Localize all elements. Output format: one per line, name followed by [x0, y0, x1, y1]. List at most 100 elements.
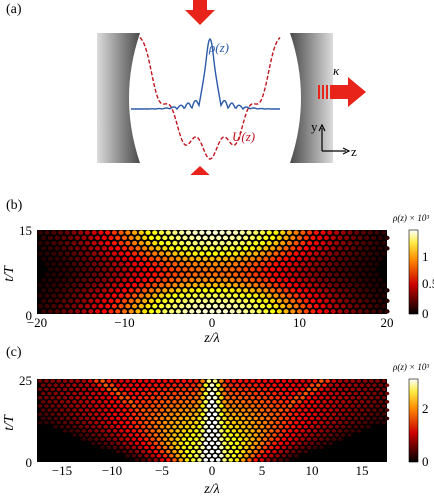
heatmap-c-spot [112, 412, 118, 417]
heatmap-c-spot [281, 404, 287, 408]
heatmap-b-spot [290, 309, 296, 314]
top-pump-arrow [185, 0, 215, 25]
heatmap-b-spot [121, 298, 128, 304]
heatmap-b-spot [276, 309, 282, 314]
heatmap-c-spot [231, 379, 237, 383]
heatmap-b-spot [229, 288, 235, 293]
heatmap-b-spot [111, 240, 118, 246]
heatmap-b-spot [94, 298, 101, 304]
heatmap-b-spot [162, 309, 168, 314]
heatmap-c-spot [115, 383, 121, 388]
heatmap-b-spot [333, 261, 340, 267]
heatmap-c-spot [381, 420, 387, 425]
heatmap-c-spot [303, 441, 309, 446]
heatmap-b-spot [105, 240, 111, 246]
heatmap-c-spot [197, 424, 202, 429]
heatmap-c-spot [222, 441, 227, 446]
heatmap-c-spot [231, 387, 237, 392]
heatmap-c-spot [125, 437, 130, 441]
heatmap-c-spot [244, 453, 249, 458]
heatmap-b-spot [152, 240, 158, 246]
heatmap-c-spot [94, 395, 99, 400]
heatmap-b-spot [195, 288, 202, 293]
heatmap-c-spot [100, 404, 105, 408]
heatmap-b-spot [115, 288, 121, 293]
heatmap-c-spot [228, 383, 234, 388]
heatmap-b-spot [320, 272, 326, 277]
heatmap-c-spot [294, 453, 299, 458]
heatmap-c-spot [262, 379, 268, 383]
heatmap-c-spot [337, 404, 343, 408]
heatmap-c-spot [144, 387, 149, 392]
heatmap-c-spot [228, 433, 234, 437]
heatmap-b-spot [101, 277, 107, 283]
heatmap-b-spot [381, 303, 387, 309]
heatmap-b-spot [47, 309, 54, 314]
heatmap-b-spot [266, 293, 272, 298]
heatmap-b-spot [135, 277, 141, 283]
heatmap-b-spot [269, 246, 276, 251]
heatmap-c-spot [59, 408, 65, 412]
heatmap-b-spot [71, 230, 77, 235]
heatmap-c-spot [165, 416, 171, 421]
heatmap-b-spot [357, 246, 363, 251]
heatmap-b-spot [229, 246, 235, 251]
heatmap-c-spot [278, 449, 284, 454]
heatmap-b-spot [212, 230, 218, 235]
heatmap-b-spot [259, 272, 266, 277]
heatmap-b-spot [350, 309, 356, 314]
heatmap-c-spot [375, 387, 380, 392]
heatmap-c-spot [272, 383, 277, 388]
heatmap-b-spot [212, 251, 218, 256]
heatmap-b-spot [286, 240, 293, 246]
heatmap-c-spot [334, 424, 340, 429]
heatmap-b-spot [243, 309, 249, 314]
heatmap-b-spot [111, 272, 118, 277]
heatmap-b-spot [128, 267, 134, 272]
heatmap-b-spot [276, 267, 282, 272]
heatmap-c-spot [165, 424, 171, 429]
heatmap-c-spot [272, 408, 277, 412]
heatmap-c-spot [290, 391, 296, 396]
heatmap-c-spot [240, 383, 246, 388]
heatmap-b-spot [202, 267, 208, 272]
heatmap-b-cbar-tick: 1 [422, 249, 429, 264]
heatmap-b-spot [323, 309, 330, 314]
heatmap-b-spot [323, 246, 330, 251]
heatmap-c-spot [197, 433, 202, 437]
heatmap-b-spot [142, 267, 148, 272]
heatmap-c-spot [59, 416, 65, 421]
heatmap-b-spot [185, 303, 192, 309]
heatmap-c-spot [172, 400, 177, 404]
heatmap-c-spot [119, 445, 124, 450]
heatmap-c-spot [328, 383, 334, 388]
heatmap-b-spot [364, 309, 370, 314]
heatmap-c-spot [165, 391, 171, 396]
heatmap-c-spot [278, 441, 284, 446]
heatmap-c-spot [194, 404, 199, 408]
heatmap-c-spot [265, 408, 271, 412]
heatmap-c-spot [234, 391, 240, 396]
heatmap-c-spot [103, 408, 109, 412]
heatmap-c-spot [50, 379, 55, 383]
heatmap-c-spot [87, 437, 93, 441]
heatmap-b-spot [111, 261, 118, 267]
heatmap-b-spot [189, 288, 195, 293]
heatmap-c-spot [284, 400, 290, 404]
heatmap-c-spot [115, 416, 121, 421]
heatmap-b-spot [249, 288, 255, 293]
heatmap-b-spot [125, 261, 131, 267]
heatmap-c-spot [209, 400, 215, 404]
heatmap-c-spot [81, 437, 87, 441]
heatmap-c-spot [262, 453, 268, 458]
heatmap-b-spot [340, 230, 346, 235]
heatmap-b-spot [131, 303, 138, 309]
heatmap-c-spot [294, 387, 299, 392]
heatmap-b-spot [263, 246, 269, 251]
heatmap-b-spot [175, 267, 181, 272]
heatmap-b-spot [347, 272, 353, 277]
heatmap-c-spot [150, 387, 155, 392]
heatmap-b-spot [118, 293, 124, 298]
heatmap-c-spot [272, 424, 277, 429]
heatmap-c-spot [144, 429, 149, 433]
